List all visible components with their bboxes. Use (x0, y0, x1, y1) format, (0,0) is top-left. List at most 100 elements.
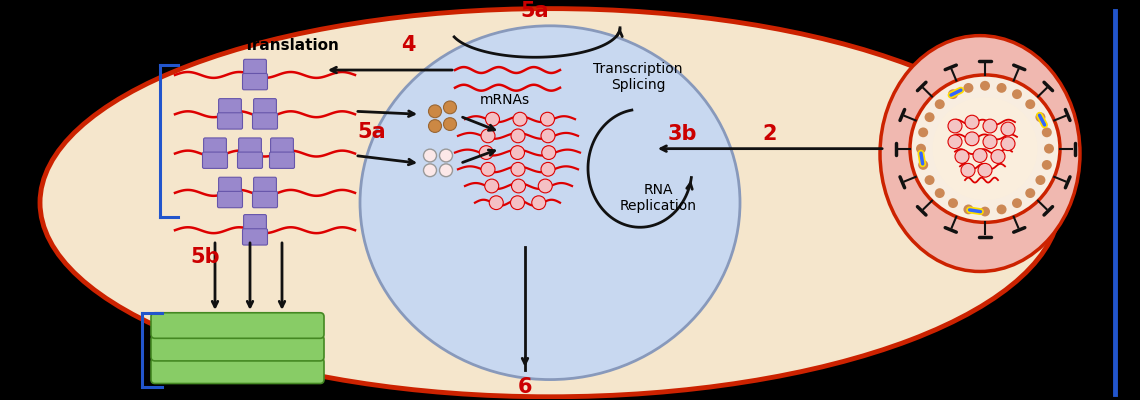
FancyBboxPatch shape (150, 358, 324, 384)
Circle shape (980, 207, 990, 216)
Circle shape (540, 112, 554, 126)
FancyBboxPatch shape (218, 113, 243, 129)
Circle shape (1012, 198, 1021, 208)
Circle shape (963, 83, 974, 93)
Circle shape (996, 204, 1007, 214)
Circle shape (983, 119, 998, 133)
Text: Transcription
Splicing: Transcription Splicing (593, 62, 683, 92)
Circle shape (1042, 128, 1052, 137)
FancyBboxPatch shape (238, 138, 261, 154)
Ellipse shape (880, 36, 1080, 272)
Text: mRNAs: mRNAs (480, 92, 530, 106)
Circle shape (542, 162, 555, 176)
Circle shape (948, 119, 962, 133)
Ellipse shape (40, 9, 1060, 397)
Circle shape (974, 149, 987, 162)
Circle shape (1025, 99, 1035, 109)
Circle shape (479, 146, 494, 160)
Circle shape (925, 112, 935, 122)
FancyBboxPatch shape (203, 152, 228, 168)
FancyBboxPatch shape (219, 177, 242, 194)
Text: 2: 2 (763, 124, 777, 144)
Circle shape (955, 150, 969, 163)
FancyBboxPatch shape (269, 152, 294, 168)
Circle shape (925, 175, 935, 185)
FancyBboxPatch shape (204, 138, 227, 154)
Ellipse shape (360, 26, 740, 380)
Circle shape (948, 198, 958, 208)
Text: 4: 4 (401, 36, 415, 56)
Circle shape (918, 128, 928, 137)
Circle shape (513, 112, 527, 126)
FancyBboxPatch shape (252, 191, 277, 208)
Ellipse shape (933, 97, 1037, 200)
Circle shape (964, 115, 979, 129)
Text: 3b: 3b (667, 124, 697, 144)
Text: 5a: 5a (521, 1, 549, 21)
Circle shape (1001, 137, 1015, 151)
Circle shape (511, 162, 526, 176)
Circle shape (1035, 175, 1045, 185)
Circle shape (980, 81, 990, 91)
FancyBboxPatch shape (244, 59, 267, 76)
FancyBboxPatch shape (150, 313, 324, 338)
FancyBboxPatch shape (243, 74, 268, 90)
Circle shape (481, 129, 495, 143)
FancyBboxPatch shape (237, 152, 262, 168)
FancyBboxPatch shape (150, 335, 324, 361)
Circle shape (538, 179, 552, 193)
Circle shape (429, 120, 441, 132)
FancyBboxPatch shape (244, 214, 267, 231)
Circle shape (443, 118, 456, 130)
FancyBboxPatch shape (270, 138, 293, 154)
Circle shape (512, 179, 526, 193)
FancyBboxPatch shape (219, 99, 242, 115)
Circle shape (1042, 160, 1052, 170)
Text: Translation: Translation (244, 38, 340, 53)
FancyBboxPatch shape (253, 177, 276, 194)
Text: 5b: 5b (190, 247, 220, 267)
Circle shape (423, 149, 437, 162)
Circle shape (484, 179, 499, 193)
Circle shape (542, 146, 556, 160)
Circle shape (961, 163, 975, 177)
Circle shape (1044, 144, 1054, 154)
Text: RNA
Replication: RNA Replication (619, 183, 697, 213)
Circle shape (1035, 112, 1045, 122)
Circle shape (511, 146, 524, 160)
Circle shape (963, 204, 974, 214)
Circle shape (935, 99, 945, 109)
Circle shape (948, 135, 962, 149)
FancyBboxPatch shape (243, 229, 268, 245)
Circle shape (964, 132, 979, 146)
FancyBboxPatch shape (252, 113, 277, 129)
Circle shape (489, 196, 503, 210)
Circle shape (1025, 188, 1035, 198)
Circle shape (1001, 122, 1015, 136)
Circle shape (443, 101, 456, 114)
Circle shape (423, 164, 437, 177)
Circle shape (983, 135, 998, 149)
Circle shape (542, 129, 555, 143)
Circle shape (511, 129, 526, 143)
Circle shape (917, 144, 926, 154)
Circle shape (996, 83, 1007, 93)
Circle shape (440, 164, 453, 177)
FancyBboxPatch shape (218, 191, 243, 208)
Text: 5a: 5a (358, 122, 386, 142)
Circle shape (948, 89, 958, 99)
Circle shape (991, 150, 1005, 163)
Circle shape (429, 105, 441, 118)
Text: 6: 6 (518, 378, 532, 398)
FancyBboxPatch shape (253, 99, 276, 115)
Circle shape (918, 160, 928, 170)
Circle shape (935, 188, 945, 198)
Circle shape (978, 163, 992, 177)
Circle shape (910, 75, 1060, 222)
Circle shape (531, 196, 546, 210)
Circle shape (486, 112, 499, 126)
Circle shape (440, 149, 453, 162)
Circle shape (1012, 89, 1021, 99)
Circle shape (511, 196, 524, 210)
Circle shape (481, 162, 495, 176)
